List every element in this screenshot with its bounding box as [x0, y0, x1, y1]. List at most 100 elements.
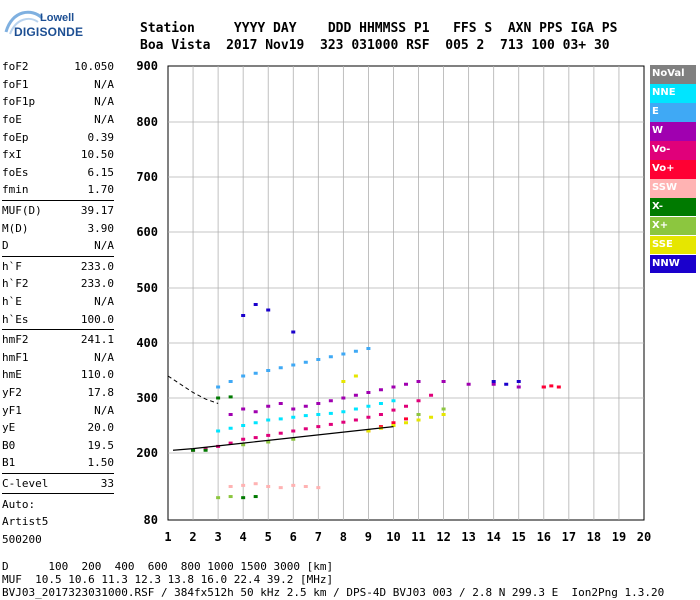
param-label: yE — [2, 421, 16, 435]
data-point-w — [228, 413, 233, 416]
data-point-nne — [228, 426, 233, 430]
data-point-x — [441, 407, 446, 411]
param-row: yF1 N/A — [2, 401, 114, 419]
param-row: foEs 6.15 — [2, 164, 114, 182]
param-label: h`F — [2, 259, 22, 273]
footer-muf-row: MUF 10.5 10.6 11.3 12.3 13.8 16.0 22.4 3… — [2, 573, 334, 586]
param-row: h`E N/A — [2, 293, 114, 311]
data-point-w — [253, 410, 258, 414]
param-divider — [2, 255, 114, 257]
data-point-nne — [341, 410, 346, 414]
data-point-vo — [253, 436, 258, 440]
data-point-w — [278, 402, 283, 405]
data-point-e — [278, 366, 283, 370]
data-point-ssw — [228, 485, 233, 488]
x-tick-label: 16 — [537, 530, 551, 544]
param-row: foEp 0.39 — [2, 128, 114, 146]
data-point-nnw — [241, 314, 246, 317]
data-point-w — [291, 407, 296, 411]
data-point-nnw — [504, 382, 509, 386]
data-point-nnw — [253, 303, 258, 306]
legend-item-nne: NNE — [650, 83, 696, 103]
param-label: yF1 — [2, 403, 22, 417]
x-tick-label: 2 — [189, 530, 196, 544]
data-point-x — [266, 440, 271, 444]
data-point-nne — [316, 413, 321, 416]
param-value: 20.0 — [87, 421, 115, 435]
data-point-vo — [404, 404, 408, 408]
data-point-w — [516, 385, 521, 389]
data-point-e — [303, 360, 308, 364]
param-value: 6.15 — [87, 165, 115, 179]
data-point-w — [491, 382, 496, 386]
x-tick-label: 1 — [164, 530, 171, 544]
plot-frame — [167, 65, 645, 521]
param-label: fmin — [2, 183, 29, 197]
data-point-w — [441, 380, 446, 383]
data-point-nne — [278, 417, 283, 421]
data-point-nne — [366, 404, 371, 408]
param-value: N/A — [94, 350, 114, 364]
digisonde-logo-icon — [4, 10, 44, 35]
param-label: C-level — [2, 476, 49, 490]
legend: NoVal NNE E W Vo- Vo+ SSW X- X+ SSE NNW — [650, 65, 696, 274]
y-tick-label: 300 — [136, 391, 158, 405]
data-point-x — [191, 448, 196, 452]
x-tick-label: 9 — [365, 530, 372, 544]
param-row: B0 19.5 — [2, 436, 114, 454]
param-row: hmE 110.0 — [2, 366, 114, 384]
data-point-ssw — [278, 486, 283, 490]
data-point-vo — [416, 399, 421, 403]
param-row: yF2 17.8 — [2, 384, 114, 402]
param-label: hmE — [2, 368, 22, 382]
data-point-w — [353, 393, 358, 397]
x-tick-label: 8 — [340, 530, 347, 544]
param-label: 500200 — [2, 532, 42, 546]
legend-item-vo: Vo- — [650, 140, 696, 160]
legend-item-x: X+ — [650, 216, 696, 236]
param-value: 1.70 — [87, 183, 115, 197]
data-point-vo — [228, 441, 233, 445]
param-row: hmF1 N/A — [2, 349, 114, 367]
param-value: N/A — [94, 239, 114, 253]
data-point-nne — [328, 411, 333, 415]
param-value: 17.8 — [87, 385, 115, 399]
param-label: h`E — [2, 295, 22, 309]
virtual-height-trace-line — [172, 426, 394, 451]
data-point-w — [266, 404, 271, 408]
param-label: fxI — [2, 148, 22, 162]
data-point-e — [366, 347, 371, 350]
param-label: MUF(D) — [2, 204, 42, 218]
param-label: foF2 — [2, 60, 29, 74]
y-tick-label: 80 — [144, 513, 158, 527]
data-point-ssw — [291, 483, 296, 487]
header-line2: Boa Vista 2017 Nov19 323 031000 RSF 005 … — [140, 38, 610, 53]
data-point-e — [291, 363, 296, 367]
param-row: h`F 233.0 — [2, 258, 114, 276]
y-tick-label: 900 — [136, 59, 158, 73]
data-point-nne — [353, 407, 358, 411]
param-divider — [2, 328, 114, 330]
param-label: hmF1 — [2, 350, 29, 364]
x-tick-label: 3 — [214, 530, 221, 544]
param-row: h`Es 100.0 — [2, 310, 114, 328]
data-point-x — [241, 496, 246, 500]
x-tick-label: 18 — [587, 530, 601, 544]
data-point-vo — [353, 418, 358, 422]
data-point-sse — [441, 413, 446, 416]
param-row: D N/A — [2, 237, 114, 255]
param-value: 33 — [100, 476, 114, 490]
param-row: h`F2 233.0 — [2, 275, 114, 293]
logo-line2: DIGISONDE — [14, 25, 84, 39]
param-value: N/A — [94, 77, 114, 91]
param-row: M(D) 3.90 — [2, 219, 114, 237]
logo-line1: Lowell — [40, 12, 75, 24]
data-point-e — [353, 349, 358, 353]
data-point-sse — [353, 374, 358, 378]
param-value: N/A — [94, 295, 114, 309]
data-point-sse — [429, 415, 434, 419]
data-point-w — [378, 388, 383, 392]
param-label: Auto: — [2, 497, 36, 511]
data-point-x — [253, 495, 258, 499]
data-point-vo — [391, 421, 396, 425]
